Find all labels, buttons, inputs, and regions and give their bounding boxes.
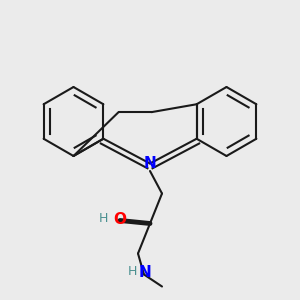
Text: O: O [113, 212, 126, 227]
Text: N: N [139, 265, 152, 280]
Text: H: H [127, 265, 137, 278]
Text: H: H [99, 212, 108, 226]
Text: N: N [144, 156, 156, 171]
